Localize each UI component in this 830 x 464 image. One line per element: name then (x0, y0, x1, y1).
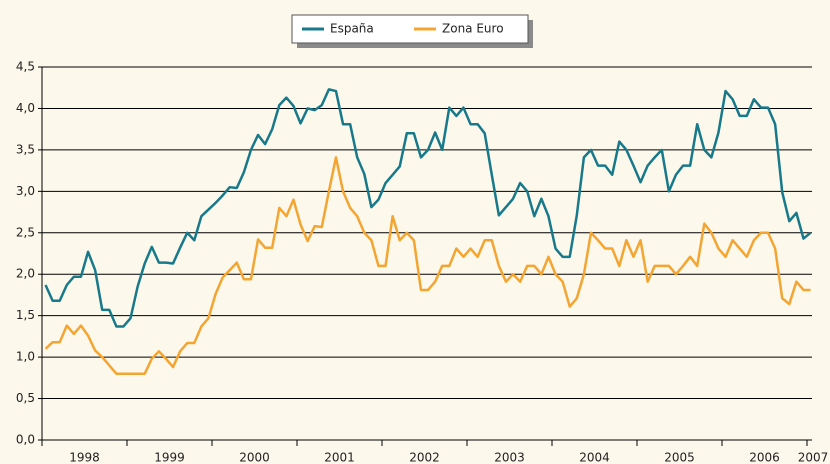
x-tick-label: 2001 (324, 451, 355, 464)
y-tick-label: 2,5 (16, 225, 35, 239)
y-tick-label: 4,0 (16, 101, 35, 115)
legend-label: España (330, 22, 374, 36)
y-tick-label: 3,5 (16, 142, 35, 156)
x-tick-label: 2002 (409, 451, 440, 464)
y-tick-label: 3,0 (16, 184, 35, 198)
x-tick-label: 1998 (69, 451, 100, 464)
x-tick-label: 2003 (494, 451, 525, 464)
y-tick-label: 0,5 (16, 391, 35, 405)
x-tick-label: 2007 (798, 451, 829, 464)
legend-box (291, 14, 529, 44)
line-series (44, 88, 812, 328)
x-tick-label: 2000 (239, 451, 270, 464)
legend-label: Zona Euro (442, 22, 504, 36)
line-series (44, 156, 811, 375)
y-tick-label: 4,5 (16, 60, 35, 74)
x-tick-label: 1999 (154, 451, 185, 464)
x-tick-label: 2005 (664, 451, 695, 464)
y-tick-label: 0,0 (16, 433, 35, 447)
x-tick-label: 2006 (749, 451, 780, 464)
y-tick-label: 1,5 (16, 308, 35, 322)
y-tick-label: 1,0 (16, 350, 35, 364)
y-tick-label: 2,0 (16, 267, 35, 281)
x-tick-label: 2004 (579, 451, 610, 464)
